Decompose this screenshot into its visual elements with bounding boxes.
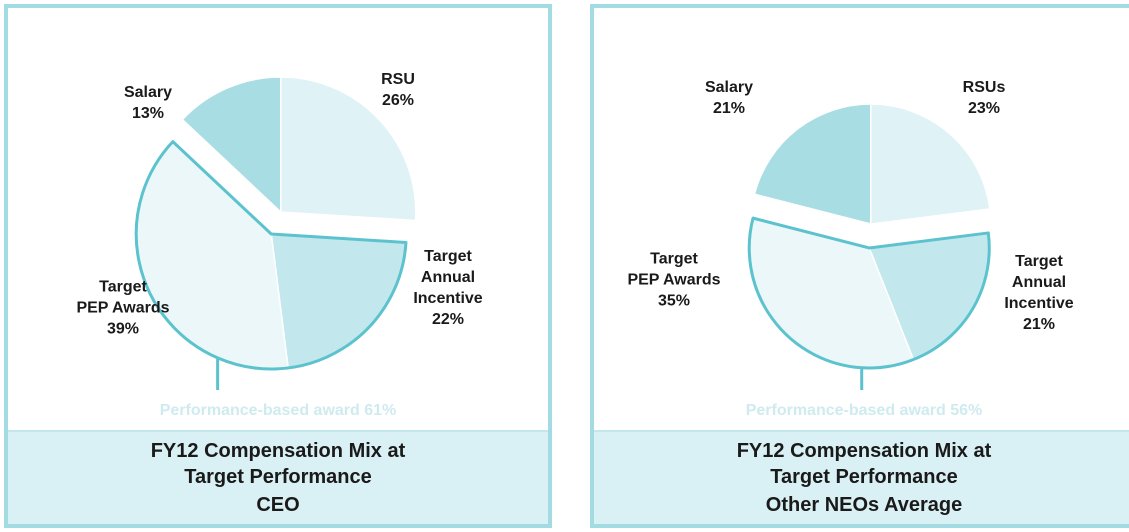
slice-name: Target PEP Awards [627,250,721,289]
chart-panel: Salary 21% RSUs 23% Target Annual Incentive 2… [590,4,1129,528]
pie-slice [181,76,282,214]
pie-chart [134,76,417,390]
slice-label: Salary 21% [705,77,753,119]
chart-subtitle: Other NEOs Average [765,494,963,516]
chart-subtitle: CEO [256,494,300,516]
slice-name: RSU [381,71,415,88]
slice-name: Salary [123,84,173,101]
title-band: FY12 Compensation Mix at Target Performa… [594,430,1129,524]
chart-title: FY12 Compensation Mix at Target Performa… [150,440,406,488]
annotation: Performance-based award 61% [159,402,397,419]
slice-name: Target PEP Awards [76,278,170,317]
slice-value: 22% [431,311,465,328]
chart-panel: Salary 13% RSU 26% Target Annual Incentive 22… [4,4,552,528]
slice-label: Target PEP Awards 35% [627,249,720,312]
slice-label: Salary 13% [124,82,172,124]
slice-value: 13% [131,105,165,122]
pie-slice [270,233,407,369]
slice-value: 21% [712,100,746,117]
slice-value: 21% [1022,316,1056,333]
slice-name: Target Annual Incentive [1004,253,1074,312]
slice-label: RSUs 23% [963,77,1006,119]
slice-value: 39% [106,320,140,338]
slice-name: Target Annual Incentive [413,248,483,307]
slice-label: Target PEP Awards 39% [76,277,169,340]
group-outline [134,140,408,371]
slice-value: 26% [381,92,415,109]
slice-label: Target Annual Incentive 22% [413,246,482,330]
slice-name: Salary [704,79,754,96]
slice-label: Target Annual Incentive 21% [1004,251,1073,335]
pie-slice [753,103,872,225]
group-outline [747,216,991,370]
pie-chart [747,103,991,390]
pie-slice [870,103,991,225]
slice-value: 23% [967,100,1001,117]
annotation: Performance-based award 56% [745,402,983,419]
pie-slice [280,76,417,222]
slice-label: RSU 26% [381,69,415,111]
slice-value: 35% [657,292,691,310]
slice-name: RSUs [962,79,1006,96]
chart-title: FY12 Compensation Mix at Target Performa… [736,440,992,488]
title-band: FY12 Compensation Mix at Target Performa… [8,430,548,524]
